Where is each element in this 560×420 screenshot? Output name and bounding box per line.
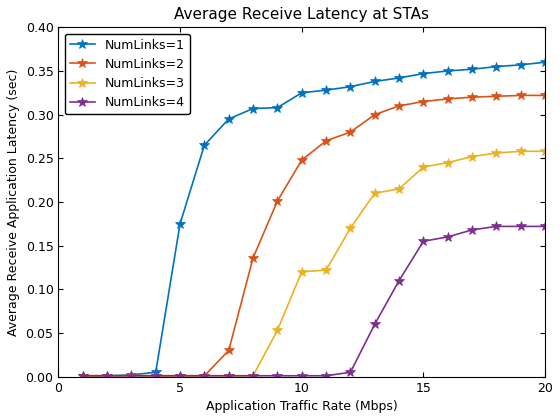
NumLinks=3 [396, 186, 403, 192]
NumLinks=1 [201, 143, 208, 148]
NumLinks=1 [347, 84, 354, 89]
NumLinks=2 [128, 373, 135, 378]
X-axis label: Application Traffic Rate (Mbps): Application Traffic Rate (Mbps) [206, 400, 398, 413]
NumLinks=3 [152, 373, 159, 378]
NumLinks=2 [396, 103, 403, 108]
NumLinks=1 [469, 67, 475, 72]
NumLinks=3 [542, 149, 548, 154]
NumLinks=1 [371, 79, 378, 84]
NumLinks=2 [420, 99, 427, 104]
NumLinks=2 [542, 93, 548, 98]
NumLinks=2 [80, 373, 86, 378]
NumLinks=4 [347, 370, 354, 375]
NumLinks=1 [250, 106, 256, 111]
NumLinks=1 [104, 373, 110, 378]
Line: NumLinks=3: NumLinks=3 [78, 147, 550, 381]
NumLinks=2 [517, 93, 524, 98]
NumLinks=3 [323, 268, 329, 273]
NumLinks=1 [128, 373, 135, 378]
NumLinks=1 [80, 373, 86, 378]
NumLinks=3 [445, 160, 451, 165]
NumLinks=2 [250, 255, 256, 260]
NumLinks=1 [445, 68, 451, 74]
NumLinks=2 [201, 373, 208, 378]
NumLinks=3 [347, 226, 354, 231]
NumLinks=2 [152, 373, 159, 378]
NumLinks=3 [177, 373, 184, 378]
Line: NumLinks=4: NumLinks=4 [78, 222, 550, 381]
Line: NumLinks=1: NumLinks=1 [78, 58, 550, 381]
NumLinks=1 [542, 60, 548, 65]
NumLinks=3 [80, 373, 86, 378]
NumLinks=3 [201, 373, 208, 378]
NumLinks=2 [298, 158, 305, 163]
NumLinks=4 [201, 373, 208, 378]
NumLinks=3 [420, 165, 427, 170]
NumLinks=1 [177, 221, 184, 226]
NumLinks=3 [104, 373, 110, 378]
NumLinks=4 [445, 234, 451, 239]
NumLinks=3 [371, 191, 378, 196]
NumLinks=1 [323, 88, 329, 93]
NumLinks=2 [445, 96, 451, 101]
NumLinks=2 [177, 373, 184, 378]
NumLinks=2 [225, 348, 232, 353]
NumLinks=4 [298, 373, 305, 378]
NumLinks=4 [274, 373, 281, 378]
NumLinks=1 [517, 62, 524, 67]
NumLinks=2 [274, 199, 281, 204]
NumLinks=1 [420, 71, 427, 76]
NumLinks=1 [274, 105, 281, 110]
NumLinks=4 [250, 373, 256, 378]
NumLinks=4 [323, 373, 329, 378]
NumLinks=1 [298, 90, 305, 95]
NumLinks=4 [104, 373, 110, 378]
NumLinks=4 [493, 224, 500, 229]
NumLinks=2 [493, 94, 500, 99]
NumLinks=2 [469, 94, 475, 100]
NumLinks=3 [517, 149, 524, 154]
NumLinks=1 [152, 370, 159, 375]
NumLinks=3 [128, 373, 135, 378]
NumLinks=4 [542, 224, 548, 229]
Title: Average Receive Latency at STAs: Average Receive Latency at STAs [174, 7, 429, 22]
NumLinks=3 [493, 150, 500, 155]
NumLinks=1 [225, 116, 232, 121]
NumLinks=1 [493, 64, 500, 69]
NumLinks=4 [517, 224, 524, 229]
Y-axis label: Average Receive Application Latency (sec): Average Receive Application Latency (sec… [7, 68, 20, 336]
NumLinks=4 [225, 373, 232, 378]
NumLinks=1 [396, 76, 403, 81]
NumLinks=3 [298, 269, 305, 274]
NumLinks=4 [371, 322, 378, 327]
NumLinks=4 [152, 373, 159, 378]
NumLinks=4 [128, 373, 135, 378]
NumLinks=4 [469, 227, 475, 232]
NumLinks=4 [420, 239, 427, 244]
NumLinks=4 [80, 373, 86, 378]
Line: NumLinks=2: NumLinks=2 [78, 91, 550, 381]
NumLinks=3 [250, 373, 256, 378]
Legend: NumLinks=1, NumLinks=2, NumLinks=3, NumLinks=4: NumLinks=1, NumLinks=2, NumLinks=3, NumL… [64, 34, 190, 114]
NumLinks=2 [347, 129, 354, 134]
NumLinks=3 [274, 328, 281, 333]
NumLinks=4 [396, 278, 403, 283]
NumLinks=3 [469, 154, 475, 159]
NumLinks=2 [104, 373, 110, 378]
NumLinks=2 [323, 138, 329, 143]
NumLinks=4 [177, 373, 184, 378]
NumLinks=3 [225, 373, 232, 378]
NumLinks=2 [371, 112, 378, 117]
